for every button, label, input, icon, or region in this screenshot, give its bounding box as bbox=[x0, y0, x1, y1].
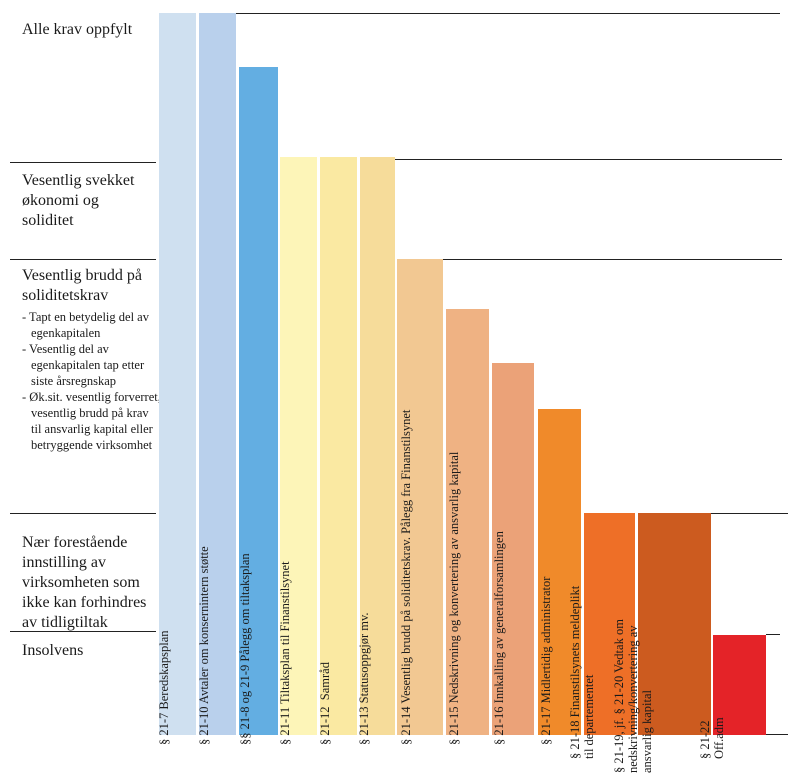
bar-label: § 21-7 Beredskapsplan bbox=[157, 630, 171, 745]
bar-21-22: § 21-22 Off.adm bbox=[698, 635, 766, 759]
diagram: Alle krav oppfylt Vesentlig svekket økon… bbox=[10, 13, 788, 773]
breach-criterion: - Vesentlig del av egenkapitalen tap ett… bbox=[22, 342, 145, 388]
level-label-imminent-cessation: Nær forestående innstilling av virksomhe… bbox=[22, 534, 147, 631]
bar-label: § 21-17 Midlertidig administrator bbox=[539, 576, 553, 745]
bar-21-11: § 21-11 Tiltaksplan til Finanstilsynet bbox=[278, 157, 317, 745]
level-label-solvency-breach: Vesentlig brudd på soliditetskrav bbox=[22, 267, 142, 304]
bar-21-16: § 21-16 Innkalling av generalforsamlinge… bbox=[492, 363, 534, 745]
bar-label: § 21-18 Finanstilsynets meldeplikt til d… bbox=[568, 585, 596, 759]
breach-criteria-list: - Tapt en betydelig del av egenkapitalen… bbox=[22, 309, 162, 453]
level-divider-insolvency-right bbox=[766, 634, 780, 635]
bar-21-8-9: §§ 21-8 og 21-9 Pålegg om tiltaksplan bbox=[238, 67, 278, 745]
bar-21-15: § 21-15 Nedskrivning og konvertering av … bbox=[446, 309, 489, 745]
bar-21-13: § 21-13 Statusoppgjør mv. bbox=[357, 157, 395, 745]
bar-label: § 21-19, jf. § 21-20 Vedtak om nedskrivn… bbox=[612, 619, 654, 773]
bar-label: § 21-22 Off.adm bbox=[698, 717, 726, 759]
level-divider-imminent bbox=[10, 513, 156, 514]
level-label-all-requirements-met: Alle krav oppfylt bbox=[22, 21, 133, 38]
bar-21-14: § 21-14 Vesentlig brudd på soliditetskra… bbox=[397, 259, 443, 745]
breach-criterion: - Øk.sit. vesentlig forverret, vesentlig… bbox=[22, 390, 161, 452]
bar-21-12: § 21-12 Samråd bbox=[318, 157, 357, 745]
level-label-weakened-economy: Vesentlig svekket økonomi og soliditet bbox=[22, 172, 135, 229]
level-divider-imminent-right bbox=[710, 513, 788, 514]
level-divider-insolvency bbox=[10, 631, 156, 632]
bar-label: §§ 21-8 og 21-9 Pålegg om tiltaksplan bbox=[238, 553, 252, 745]
breach-criterion: - Tapt en betydelig del av egenkapitalen bbox=[22, 310, 149, 340]
bar-label: § 21-16 Innkalling av generalforsamlinge… bbox=[492, 531, 506, 745]
bar-label: § 21-10 Avtaler om konsernintern støtte bbox=[197, 546, 211, 745]
level-divider-weakened-right bbox=[392, 159, 782, 160]
level-divider-bottom bbox=[766, 734, 788, 735]
bar-label: § 21-13 Statusoppgjør mv. bbox=[357, 612, 371, 745]
level-divider-breach bbox=[10, 259, 156, 260]
bar-label: § 21-14 Vesentlig brudd på soliditetskra… bbox=[399, 409, 413, 745]
level-divider-breach-right bbox=[442, 259, 782, 260]
bar-21-10: § 21-10 Avtaler om konsernintern støtte bbox=[197, 13, 236, 745]
bar-21-17: § 21-17 Midlertidig administrator bbox=[538, 409, 581, 745]
bar-21-7: § 21-7 Beredskapsplan bbox=[157, 13, 196, 745]
bar-label: § 21-11 Tiltaksplan til Finanstilsynet bbox=[278, 561, 292, 745]
bar-21-19-20: § 21-19, jf. § 21-20 Vedtak om nedskrivn… bbox=[612, 513, 711, 773]
bar-label: § 21-15 Nedskrivning og konvertering av … bbox=[447, 451, 461, 745]
level-divider-weakened bbox=[10, 162, 156, 163]
bar-21-18: § 21-18 Finanstilsynets meldeplikt til d… bbox=[568, 513, 635, 759]
level-label-insolvency: Insolvens bbox=[22, 642, 84, 659]
bar-label: § 21-12 Samråd bbox=[318, 662, 332, 745]
level-divider-top bbox=[236, 13, 780, 14]
